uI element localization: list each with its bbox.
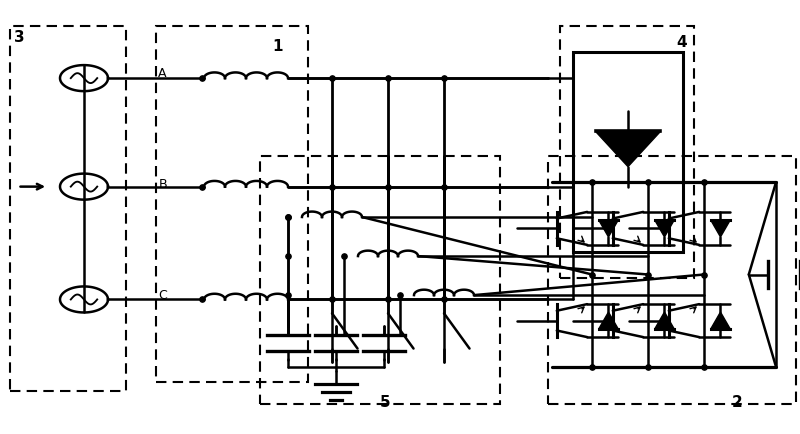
Text: 1: 1	[272, 39, 282, 54]
Polygon shape	[595, 132, 661, 167]
Text: A: A	[158, 67, 167, 80]
Text: 5: 5	[380, 395, 390, 410]
Polygon shape	[710, 312, 730, 329]
Polygon shape	[710, 220, 730, 237]
Text: 3: 3	[14, 30, 25, 46]
Polygon shape	[654, 312, 674, 329]
Polygon shape	[598, 220, 618, 237]
Polygon shape	[598, 312, 618, 329]
Text: C: C	[158, 289, 167, 302]
Polygon shape	[654, 220, 674, 237]
Text: 2: 2	[732, 395, 742, 410]
Text: B: B	[158, 178, 167, 191]
Text: 4: 4	[676, 35, 686, 50]
